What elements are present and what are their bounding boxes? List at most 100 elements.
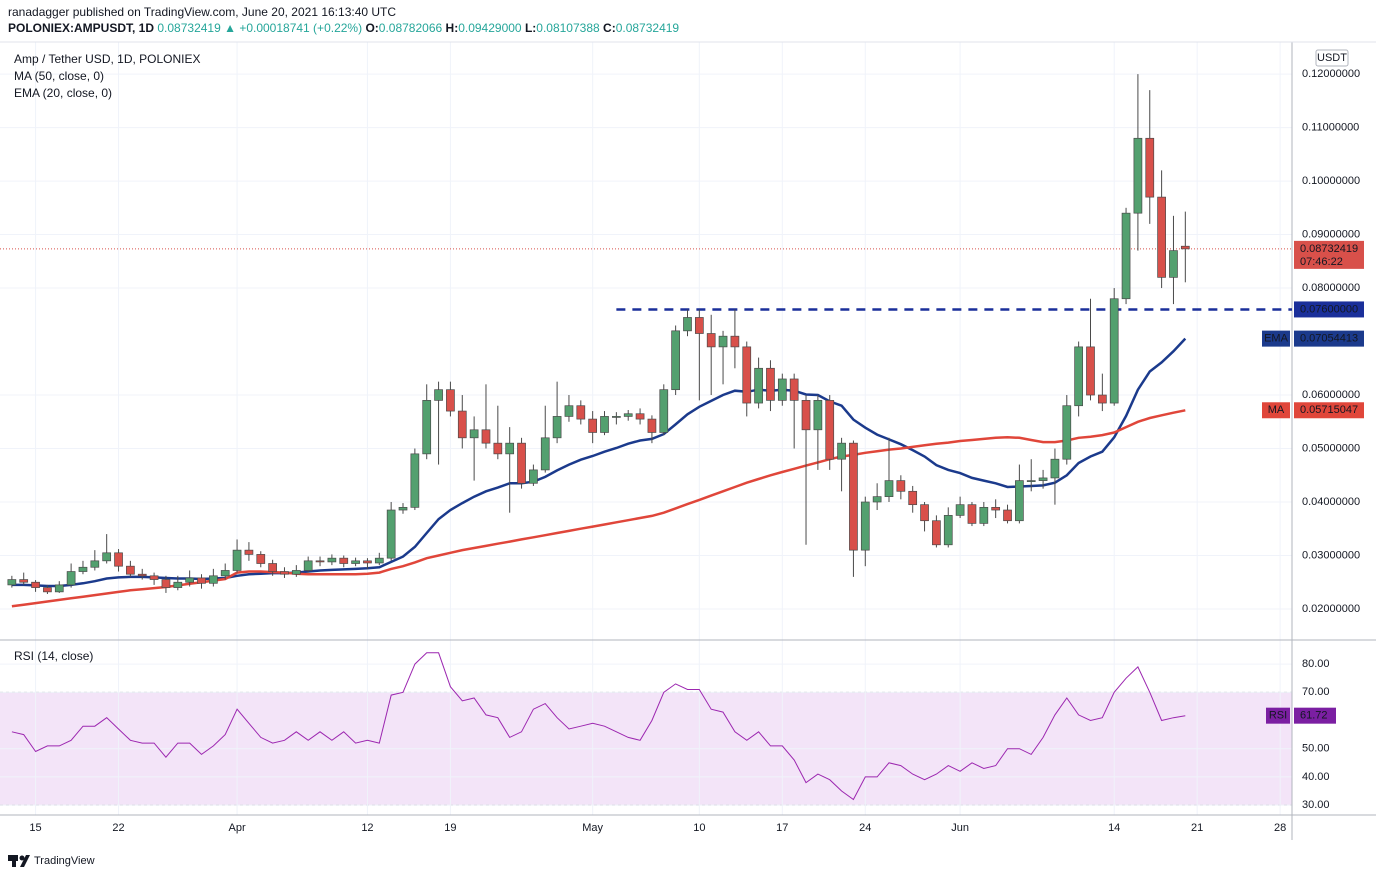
candle-body: [505, 442, 515, 455]
candle-body: [884, 480, 894, 498]
o-label: O:: [365, 21, 378, 35]
series-name-tag: [1262, 402, 1290, 419]
candle-body: [126, 565, 135, 575]
candle-body: [908, 490, 918, 506]
candle-body: [1145, 137, 1155, 198]
candle-body: [315, 560, 325, 563]
candle-body: [1097, 394, 1107, 404]
candle-body: [161, 579, 171, 588]
o-value: 0.08782066: [379, 21, 443, 35]
candle-body: [517, 442, 526, 484]
last: 0.08732419: [157, 21, 221, 35]
candle-body: [623, 413, 633, 417]
x-tick-label: 19: [444, 822, 456, 834]
y-tick-label: 0.02000000: [1302, 603, 1360, 615]
change: ▲ +0.00018741 (+0.22%): [224, 21, 362, 35]
candle-body: [789, 378, 799, 401]
series-name-tag: [1262, 330, 1290, 347]
series-line: [11, 409, 1186, 608]
y-tick-label: 0.05000000: [1302, 442, 1360, 454]
rsi-value-tag: [1294, 707, 1336, 724]
candle-body: [327, 557, 337, 563]
rsi-tick-label: 50.00: [1302, 743, 1330, 755]
candle-body: [540, 437, 550, 471]
candle-body: [671, 330, 680, 391]
candle-body: [291, 570, 301, 575]
h-value: 0.09429000: [458, 21, 522, 35]
x-tick-label: 17: [776, 822, 788, 834]
x-tick-label: Jun: [951, 822, 969, 834]
candle-body: [991, 506, 1001, 511]
level-tag: [1294, 301, 1364, 318]
candle-body: [718, 335, 728, 348]
candle-body: [66, 571, 76, 586]
x-tick-label: 28: [1274, 822, 1286, 834]
candle-body: [220, 570, 230, 577]
candle-body: [149, 575, 159, 580]
x-tick-label: Apr: [229, 822, 246, 834]
candle-body: [801, 400, 811, 431]
candle-body: [979, 506, 989, 524]
candle-body: [932, 520, 941, 546]
y-tick-label: 0.11000000: [1302, 121, 1359, 133]
candle-body: [955, 504, 965, 516]
candle-body: [860, 501, 870, 551]
y-tick-label: 0.06000000: [1302, 389, 1360, 401]
last-price-label: 0.08732419: [1300, 243, 1358, 255]
rsi-legend: RSI (14, close): [14, 649, 93, 663]
symbol: POLONIEX:AMPUSDT, 1D: [8, 21, 154, 35]
ma-legend: MA (50, close, 0): [14, 69, 104, 83]
candle-body: [232, 549, 242, 571]
candle-body: [1109, 298, 1119, 404]
candle-body: [1003, 509, 1012, 522]
c-label: C:: [603, 21, 616, 35]
rsi-line: [11, 652, 1186, 801]
candle-body: [303, 560, 313, 571]
candle-body: [351, 560, 360, 564]
rsi-tick-label: 70.00: [1302, 686, 1330, 698]
candle-body: [256, 554, 266, 564]
candle-body: [647, 418, 657, 433]
candle-body: [730, 335, 740, 348]
candle-body: [1038, 477, 1048, 481]
candle-body: [244, 549, 254, 555]
logo-mark: [19, 855, 25, 861]
candle-body: [706, 333, 716, 348]
c-value: 0.08732419: [616, 21, 680, 35]
candle-body: [31, 581, 40, 588]
countdown: 07:46:22: [1300, 256, 1343, 268]
logo: [8, 855, 30, 867]
candle-body: [564, 405, 574, 417]
candle-body: [943, 515, 953, 546]
candle-body: [173, 581, 183, 588]
candle-body: [197, 577, 206, 584]
candle-body: [114, 552, 123, 567]
candle-body: [209, 575, 218, 584]
candle-body: [446, 389, 455, 412]
candle-body: [754, 367, 763, 404]
candle-body: [742, 346, 752, 404]
candle-body: [78, 566, 88, 572]
candle-body: [1180, 245, 1190, 250]
y-tick-label: 0.03000000: [1302, 549, 1360, 561]
candle-body: [694, 317, 704, 334]
x-tick-label: 14: [1108, 822, 1120, 834]
unit: USDT: [1317, 52, 1347, 64]
y-tick-label: 0.12000000: [1302, 68, 1360, 80]
candle-body: [967, 504, 977, 524]
candle-body: [481, 429, 491, 444]
candle-body: [1157, 196, 1166, 278]
series-name: EMA: [1264, 333, 1289, 345]
x-tick-label: 10: [693, 822, 705, 834]
candle-body: [920, 504, 929, 522]
rsi-tick-label: 30.00: [1302, 799, 1330, 811]
l-label: L:: [525, 21, 536, 35]
candle-body: [1074, 346, 1083, 407]
candle-body: [19, 579, 29, 583]
level-label: 0.07600000: [1300, 303, 1358, 315]
logo-mark: [20, 855, 30, 867]
x-tick-label: 22: [112, 822, 124, 834]
candle-body: [493, 442, 503, 455]
candle-body: [268, 563, 277, 572]
